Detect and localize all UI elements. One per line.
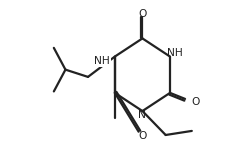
Text: O: O: [191, 97, 200, 107]
Text: O: O: [138, 131, 146, 141]
Text: N: N: [138, 110, 146, 120]
Text: NH: NH: [166, 48, 182, 58]
Text: O: O: [138, 9, 146, 19]
Text: NH: NH: [94, 56, 110, 66]
